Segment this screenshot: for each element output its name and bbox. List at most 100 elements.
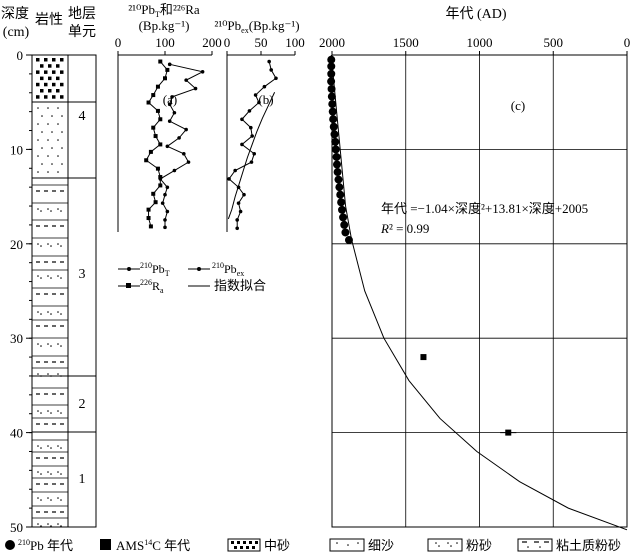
panel-b: ²¹⁰Pbex(Bp.kg⁻¹) (b) 0 50 100	[214, 18, 305, 232]
silt-dot	[40, 345, 42, 347]
pbT-point	[172, 110, 177, 115]
pbT-point	[193, 86, 198, 91]
legend-ra: 226Ra	[140, 278, 164, 295]
fine-sand-dot	[41, 163, 43, 165]
swatch-fine-dot	[336, 542, 338, 544]
panel-a-tick-label: 200	[202, 35, 222, 50]
swatch-medium-mark	[231, 541, 234, 544]
ra-point	[151, 93, 156, 98]
pbT-point	[170, 95, 174, 99]
fine-sand-dot	[51, 147, 53, 149]
medium-sand-mark	[44, 70, 48, 74]
silt-dot	[37, 445, 39, 447]
pbT-point	[167, 62, 172, 67]
pb210-age-point	[338, 205, 347, 214]
pbT-point	[163, 218, 167, 222]
swatch-clayey-silt	[517, 538, 553, 552]
pbex-point	[236, 201, 241, 205]
pbex-point	[242, 192, 246, 197]
pbex-point	[267, 59, 271, 64]
silt-dot	[50, 473, 52, 475]
pb210-age-point	[331, 145, 340, 154]
medium-sand-mark	[56, 89, 60, 93]
silt-dot	[47, 275, 49, 277]
silt-dot	[37, 208, 39, 210]
pbex-point	[250, 134, 254, 138]
silt-dot	[40, 277, 42, 279]
swatch-clay-dot	[539, 546, 541, 548]
pb210-age-point	[328, 100, 337, 109]
panel-c-tick-label: 2000	[319, 35, 345, 50]
fine-sand-dot	[61, 163, 63, 165]
pbex-point	[240, 142, 244, 147]
swatch-medium-mark	[237, 541, 240, 544]
silt-dot	[60, 412, 62, 414]
panel-c-tick-label: 500	[544, 35, 564, 50]
silt-dot	[47, 410, 49, 412]
swatch-clay-frame	[517, 538, 553, 552]
medium-sand-mark	[36, 82, 40, 87]
legend-pbT: 210PbT	[140, 261, 170, 278]
panel-c: 年代 (AD) (c) 年代 =−1.04×深度²+13.81×深度+2005 …	[319, 6, 631, 531]
swatch-silt	[427, 538, 463, 552]
fine-sand-dot	[57, 139, 59, 141]
panel-c-tick-label: 0	[624, 35, 631, 50]
silt-dot	[60, 447, 62, 449]
panel-a-tick-label: 0	[115, 35, 122, 50]
legend-pbex: 210Pbex	[212, 261, 244, 278]
swatch-clay-dot	[527, 546, 529, 548]
silt-dot	[57, 343, 59, 345]
pb210-age-point	[327, 77, 336, 86]
unit-column-title: 地层	[68, 6, 96, 22]
unit-column: 4 3 2 1	[32, 54, 97, 528]
pbex-point	[262, 84, 267, 89]
pb210-age-point	[335, 183, 344, 192]
pb210-age-point	[327, 55, 336, 64]
fine-sand-dot	[57, 155, 59, 157]
depth-axis-title: 深度	[1, 6, 29, 22]
pbT-point	[167, 119, 172, 123]
depth-tick-label: 10	[10, 142, 23, 157]
fine-sand-dot	[37, 123, 39, 125]
swatch-silt-dot	[450, 545, 452, 547]
fine-sand-dot	[37, 107, 39, 109]
swatch-silt-dot	[447, 542, 449, 544]
swatch-silt-dot	[438, 545, 440, 547]
pbex-point	[240, 117, 244, 122]
ra-point	[146, 216, 151, 221]
silt-dot	[40, 245, 42, 247]
legend-fine-sand: 细沙	[368, 538, 394, 553]
swatch-medium-mark	[249, 541, 252, 544]
pb210-age-point	[327, 84, 336, 93]
lithology-column	[31, 54, 69, 528]
silt-dot	[47, 243, 49, 245]
silt-dot	[50, 245, 52, 247]
legend-fit: 指数拟合	[214, 278, 266, 293]
depth-tick-label: 30	[10, 331, 23, 346]
panel-c-letter: (c)	[511, 98, 525, 113]
ra-point	[148, 224, 153, 229]
fine-sand-dot	[57, 107, 59, 109]
ra-point	[144, 158, 149, 163]
fine-sand-dot	[61, 147, 63, 149]
medium-sand-mark	[44, 95, 48, 99]
silt-dot	[47, 373, 49, 375]
silt-dot	[47, 343, 49, 345]
swatch-silt-dot	[456, 542, 458, 544]
pb210-age-point	[327, 92, 336, 101]
pbT-point	[163, 192, 167, 197]
silt-dot	[37, 275, 39, 277]
silt-dot	[40, 210, 42, 212]
pbex-point	[269, 68, 274, 72]
fine-sand-dot	[47, 139, 49, 141]
silt-dot	[50, 412, 52, 414]
swatch-medium-mark	[240, 546, 243, 549]
swatch-medium-mark	[252, 546, 255, 549]
swatch-medium-mark	[234, 546, 237, 549]
pb210-age-point	[332, 152, 341, 161]
panel-a-title: ²¹⁰PbT和²²⁶Ra	[128, 2, 200, 19]
silt-dot	[57, 523, 59, 525]
legend-ams-age: AMS14C 年代	[116, 538, 190, 553]
pbT-point	[165, 144, 170, 149]
